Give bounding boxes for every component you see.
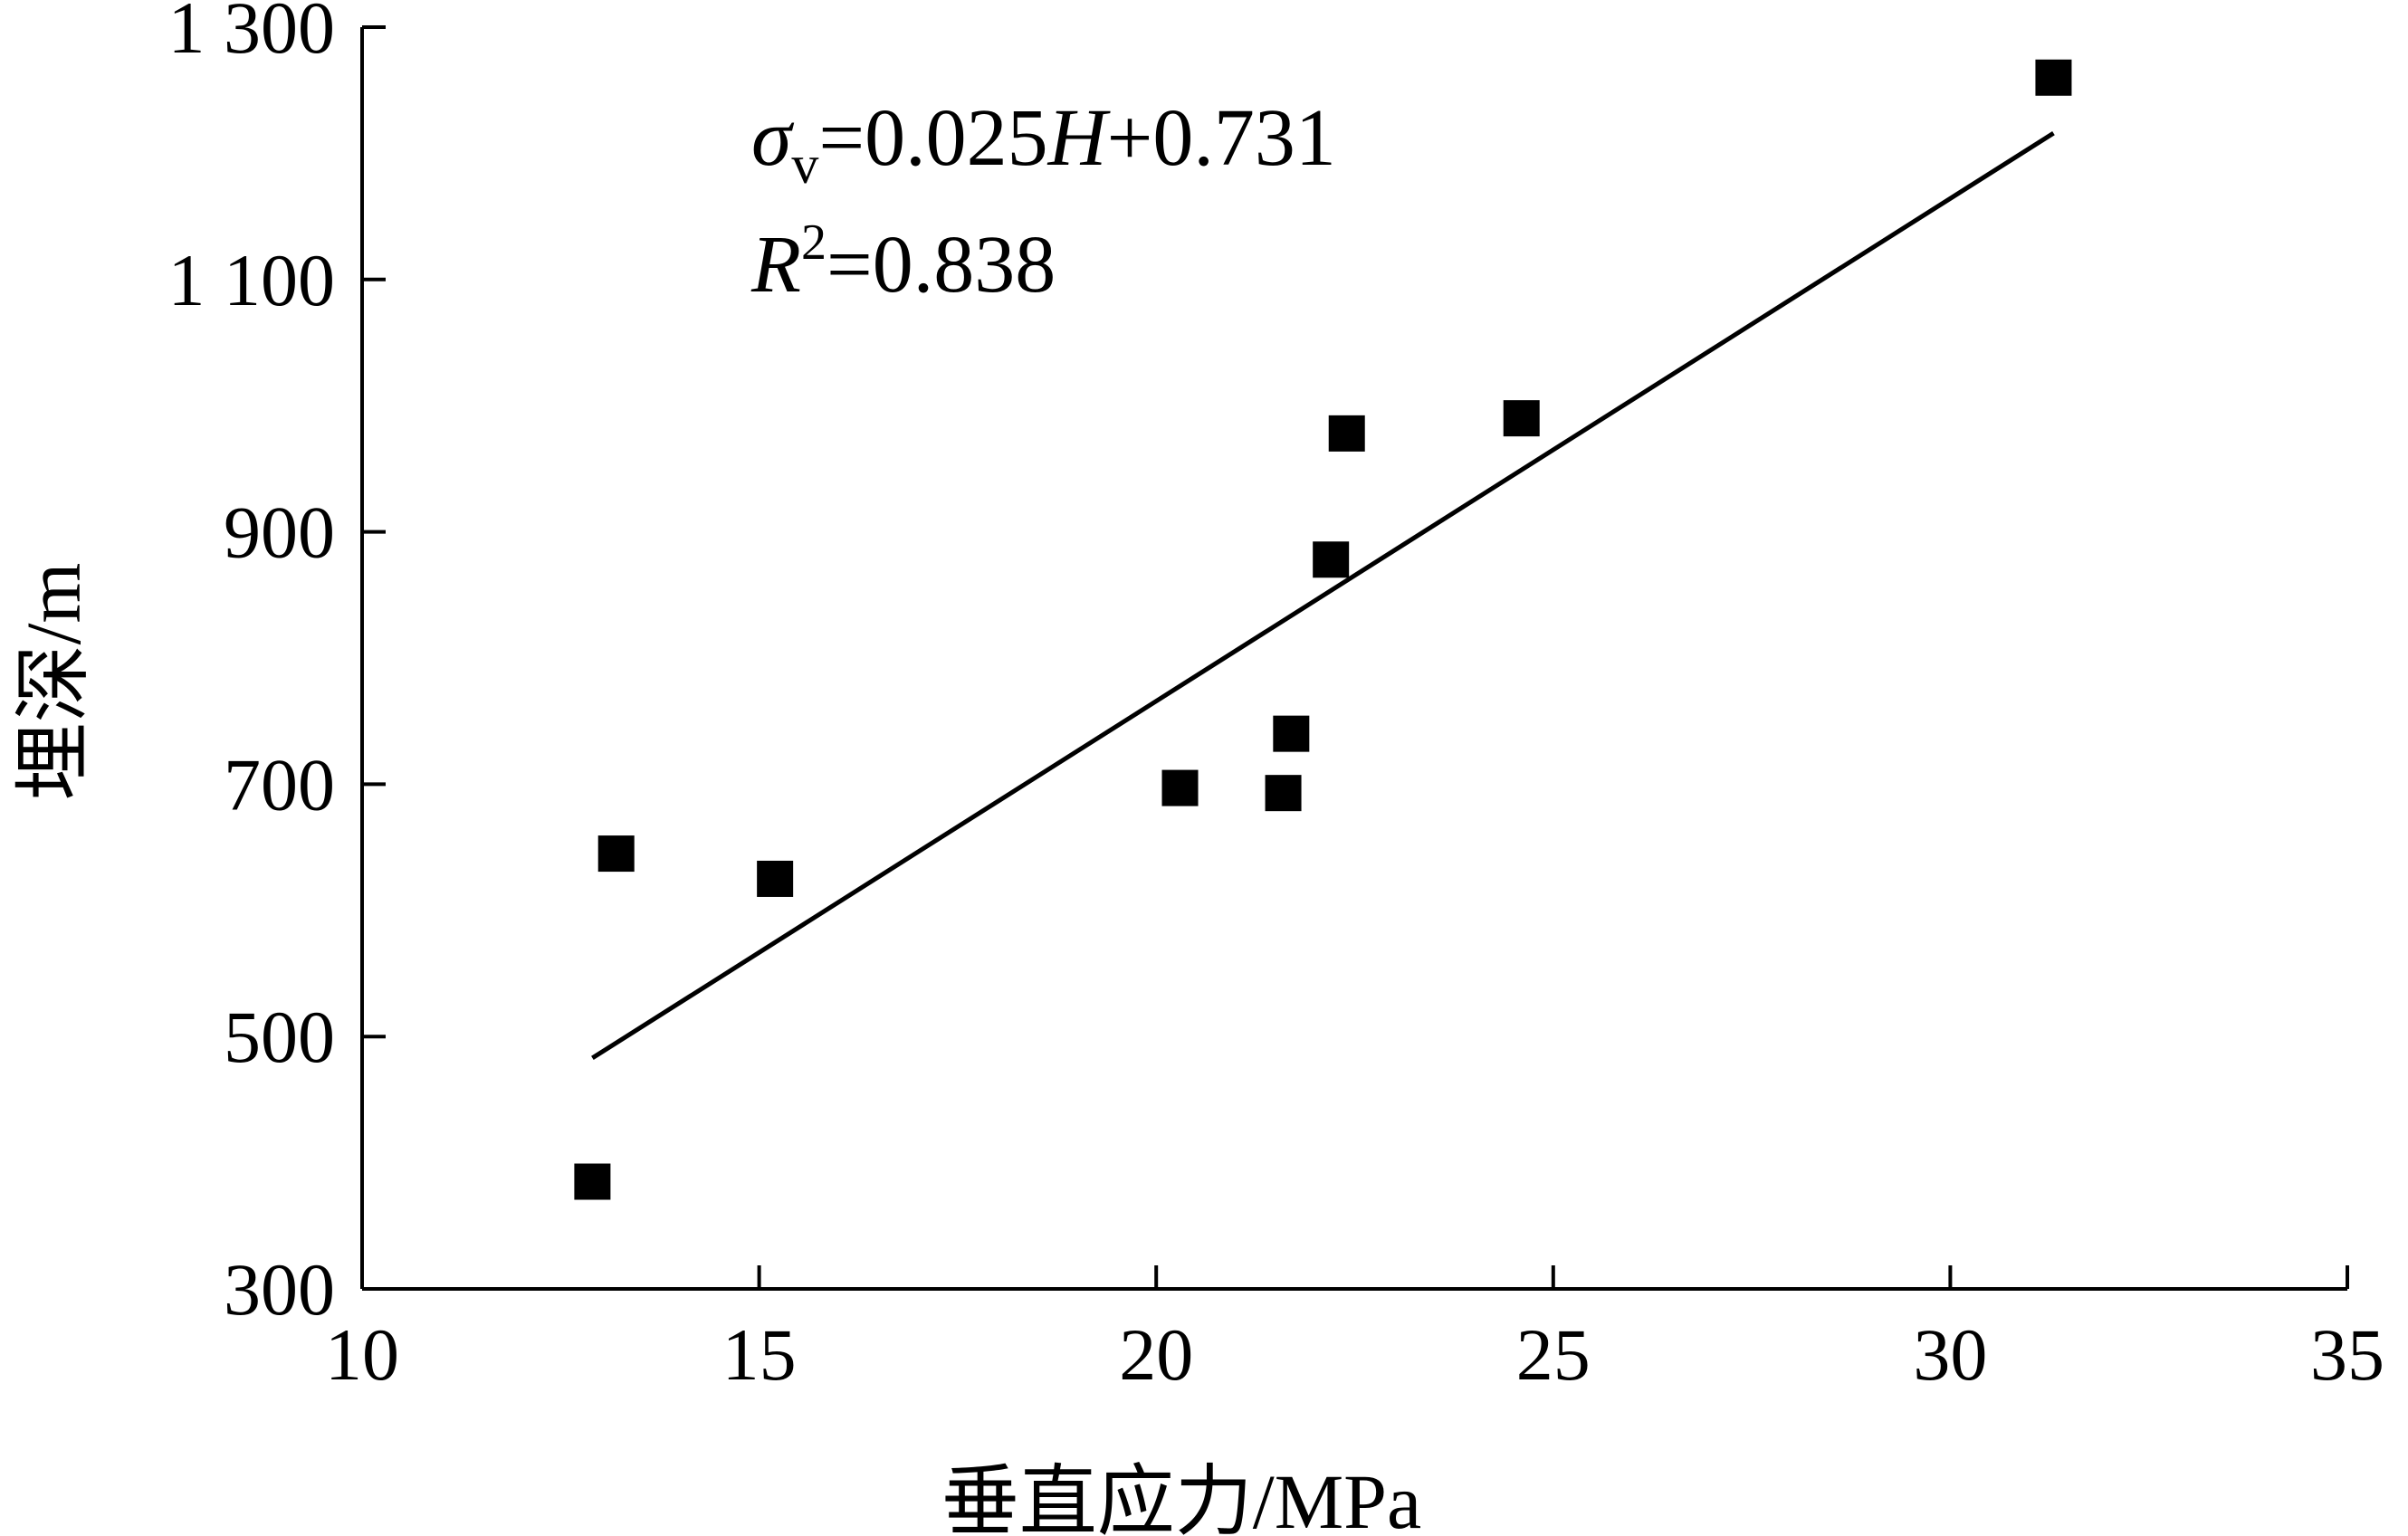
data-point xyxy=(1273,715,1310,752)
y-tick-label: 500 xyxy=(224,996,335,1078)
y-axis-title: 埋深/m xyxy=(10,563,97,801)
r-squared-label: R2=0.838 xyxy=(750,215,1056,310)
x-tick-label: 35 xyxy=(2310,1313,2384,1396)
y-tick-label: 300 xyxy=(224,1248,335,1331)
data-point xyxy=(1161,769,1199,806)
data-point xyxy=(597,835,635,873)
regression-equation: σv=0.025H+0.731 xyxy=(751,93,1336,195)
axes: 10 15 20 25 30 35 300 500 700 900 1 100 1 300 xyxy=(168,0,2385,1396)
x-tick-label: 15 xyxy=(722,1313,797,1396)
y-tick-label: 1 100 xyxy=(168,239,336,321)
y-tick-label: 700 xyxy=(224,743,335,825)
y-tick-label: 900 xyxy=(224,491,335,574)
data-point xyxy=(574,1163,611,1200)
x-axis-title: 垂直应力/MPa xyxy=(941,1458,1421,1536)
data-point xyxy=(2035,59,2072,96)
data-point xyxy=(1328,415,1365,452)
data-points xyxy=(574,59,2072,1200)
data-point xyxy=(1265,775,1302,812)
fit-line xyxy=(591,130,2055,1061)
data-point xyxy=(1503,400,1540,437)
data-point xyxy=(1313,541,1350,578)
data-point xyxy=(757,860,794,897)
x-tick-label: 10 xyxy=(325,1313,399,1396)
x-tick-label: 25 xyxy=(1516,1313,1591,1396)
fit-line-layer xyxy=(591,130,2055,1061)
x-tick-label: 20 xyxy=(1119,1313,1193,1396)
y-tick-label: 1 300 xyxy=(168,0,336,69)
x-tick-label: 30 xyxy=(1913,1313,1987,1396)
